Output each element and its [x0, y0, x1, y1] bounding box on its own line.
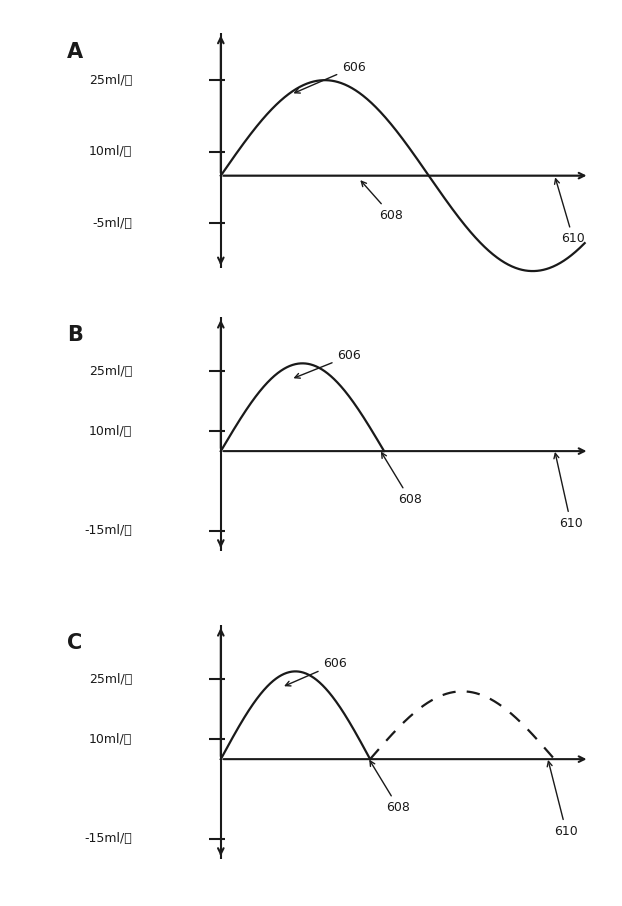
Text: 610: 610: [555, 178, 585, 246]
Text: 608: 608: [382, 453, 422, 506]
Text: B: B: [67, 325, 83, 345]
Text: 10ml/分: 10ml/分: [89, 733, 132, 746]
Text: 25ml/分: 25ml/分: [89, 365, 132, 378]
Text: 10ml/分: 10ml/分: [89, 145, 132, 159]
Text: -15ml/分: -15ml/分: [85, 525, 132, 537]
Text: 606: 606: [285, 658, 347, 686]
Text: C: C: [67, 633, 82, 653]
Text: 610: 610: [554, 453, 583, 530]
Text: 606: 606: [295, 61, 366, 93]
Text: 10ml/分: 10ml/分: [89, 425, 132, 438]
Text: 25ml/分: 25ml/分: [89, 673, 132, 686]
Text: 610: 610: [547, 761, 578, 838]
Text: -5ml/分: -5ml/分: [92, 217, 132, 230]
Text: 608: 608: [361, 181, 403, 222]
Text: 608: 608: [370, 761, 411, 814]
Text: 606: 606: [295, 350, 361, 378]
Text: A: A: [67, 42, 83, 62]
Text: -15ml/分: -15ml/分: [85, 833, 132, 845]
Text: 25ml/分: 25ml/分: [89, 73, 132, 87]
